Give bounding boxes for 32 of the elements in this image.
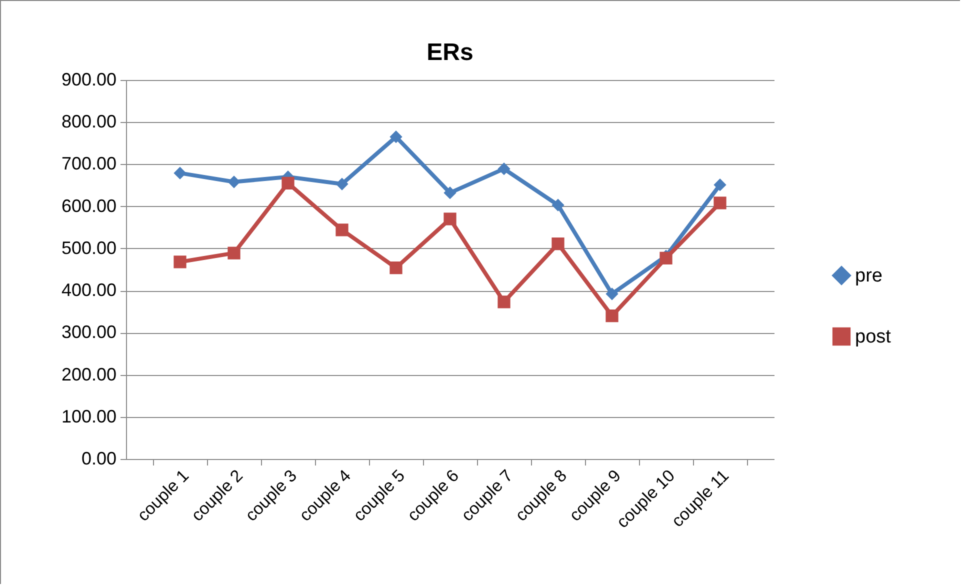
point bbox=[498, 162, 510, 176]
y-tick-label: 200.00 bbox=[61, 364, 116, 384]
point bbox=[552, 237, 564, 250]
chart-title: ERs bbox=[426, 39, 474, 66]
y-tick-label: 700.00 bbox=[61, 154, 116, 174]
point bbox=[606, 309, 618, 322]
legend-label: pre bbox=[855, 266, 882, 286]
point bbox=[174, 256, 186, 268]
point bbox=[444, 186, 456, 200]
point bbox=[228, 246, 240, 260]
point bbox=[390, 130, 402, 144]
y-tick-label: 600.00 bbox=[61, 196, 116, 216]
y-tick-label: 300.00 bbox=[61, 322, 116, 342]
y-tick-label: 400.00 bbox=[61, 280, 116, 300]
y-tick-label: 100.00 bbox=[61, 406, 116, 426]
point bbox=[282, 176, 294, 190]
point bbox=[714, 178, 726, 192]
y-tick-label: 500.00 bbox=[61, 238, 116, 258]
point bbox=[336, 224, 348, 236]
y-tick-label: 0.00 bbox=[81, 448, 116, 468]
point bbox=[606, 288, 618, 300]
y-tick-label: 900.00 bbox=[61, 70, 116, 90]
point bbox=[444, 212, 456, 226]
point bbox=[228, 176, 240, 188]
point bbox=[714, 196, 726, 210]
point bbox=[336, 178, 348, 190]
point bbox=[552, 198, 564, 212]
point bbox=[498, 296, 510, 308]
legend-label: post bbox=[855, 326, 892, 348]
y-tick-label: 800.00 bbox=[61, 112, 116, 132]
point bbox=[390, 261, 402, 274]
point bbox=[174, 166, 186, 180]
